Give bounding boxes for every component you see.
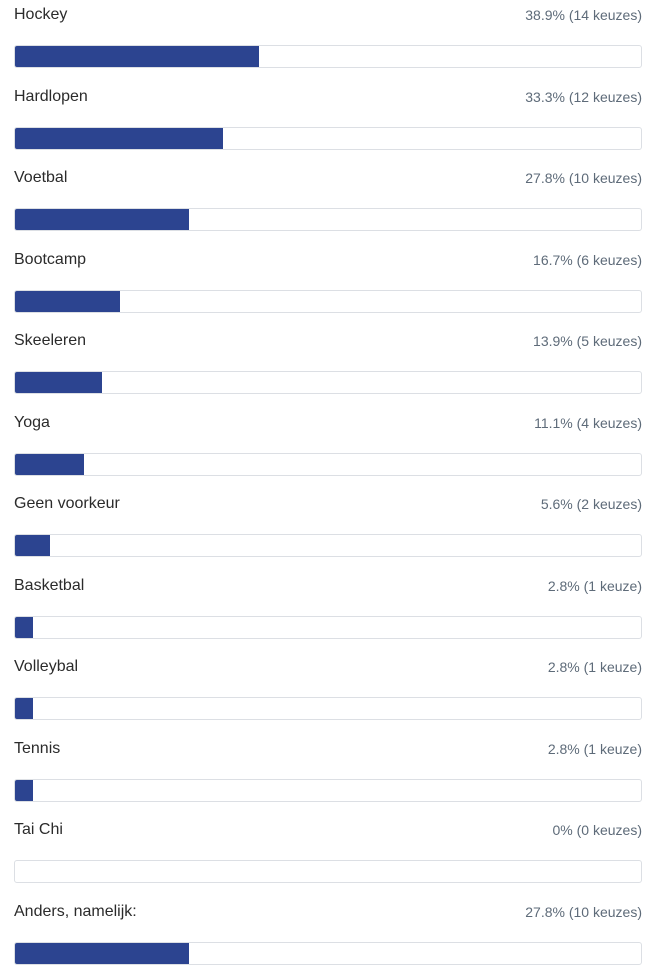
row-header: Skeeleren 13.9% (5 keuzes)	[14, 332, 642, 354]
option-label: Tennis	[14, 740, 60, 758]
option-stat: 13.9% (5 keuzes)	[533, 333, 642, 349]
row-header: Basketbal 2.8% (1 keuze)	[14, 577, 642, 599]
option-stat: 33.3% (12 keuzes)	[525, 89, 642, 105]
poll-option-row: Hardlopen 33.3% (12 keuzes)	[14, 82, 642, 164]
bar-fill	[15, 617, 33, 638]
option-stat: 11.1% (4 keuzes)	[534, 415, 642, 431]
bar-track	[14, 453, 642, 476]
option-label: Geen voorkeur	[14, 495, 120, 513]
poll-option-row: Hockey 38.9% (14 keuzes)	[14, 0, 642, 82]
poll-option-row: Tennis 2.8% (1 keuze)	[14, 734, 642, 816]
bar-fill	[15, 535, 50, 556]
option-stat: 27.8% (10 keuzes)	[525, 170, 642, 186]
bar-fill	[15, 698, 33, 719]
option-stat: 5.6% (2 keuzes)	[541, 496, 642, 512]
row-header: Volleybal 2.8% (1 keuze)	[14, 658, 642, 680]
option-label: Volleybal	[14, 658, 78, 676]
poll-option-row: Basketbal 2.8% (1 keuze)	[14, 571, 642, 653]
bar-track	[14, 779, 642, 802]
option-stat: 2.8% (1 keuze)	[548, 659, 642, 675]
bar-fill	[15, 780, 33, 801]
bar-fill	[15, 209, 189, 230]
bar-track	[14, 127, 642, 150]
bar-track	[14, 616, 642, 639]
row-header: Hardlopen 33.3% (12 keuzes)	[14, 88, 642, 110]
option-stat: 0% (0 keuzes)	[553, 822, 642, 838]
bar-track	[14, 45, 642, 68]
option-label: Tai Chi	[14, 821, 63, 839]
poll-option-row: Bootcamp 16.7% (6 keuzes)	[14, 245, 642, 327]
bar-track	[14, 860, 642, 883]
row-header: Anders, namelijk: 27.8% (10 keuzes)	[14, 903, 642, 925]
poll-option-row: Geen voorkeur 5.6% (2 keuzes)	[14, 489, 642, 571]
option-stat: 16.7% (6 keuzes)	[533, 252, 642, 268]
row-header: Yoga 11.1% (4 keuzes)	[14, 414, 642, 436]
bar-track	[14, 534, 642, 557]
option-stat: 38.9% (14 keuzes)	[525, 7, 642, 23]
option-label: Anders, namelijk:	[14, 903, 137, 921]
poll-option-row: Volleybal 2.8% (1 keuze)	[14, 652, 642, 734]
poll-option-row: Yoga 11.1% (4 keuzes)	[14, 408, 642, 490]
row-header: Voetbal 27.8% (10 keuzes)	[14, 169, 642, 191]
bar-track	[14, 208, 642, 231]
poll-option-row: Voetbal 27.8% (10 keuzes)	[14, 163, 642, 245]
row-header: Tennis 2.8% (1 keuze)	[14, 740, 642, 762]
option-label: Yoga	[14, 414, 50, 432]
bar-track	[14, 371, 642, 394]
option-label: Hockey	[14, 6, 67, 24]
option-stat: 2.8% (1 keuze)	[548, 741, 642, 757]
option-label: Skeeleren	[14, 332, 86, 350]
option-label: Basketbal	[14, 577, 84, 595]
bar-fill	[15, 128, 223, 149]
poll-option-row: Skeeleren 13.9% (5 keuzes)	[14, 326, 642, 408]
row-header: Hockey 38.9% (14 keuzes)	[14, 6, 642, 28]
bar-fill	[15, 291, 120, 312]
bar-track	[14, 697, 642, 720]
bar-track	[14, 290, 642, 313]
bar-track	[14, 942, 642, 965]
option-stat: 27.8% (10 keuzes)	[525, 904, 642, 920]
bar-fill	[15, 46, 259, 67]
row-header: Tai Chi 0% (0 keuzes)	[14, 821, 642, 843]
row-header: Geen voorkeur 5.6% (2 keuzes)	[14, 495, 642, 517]
poll-option-row: Anders, namelijk: 27.8% (10 keuzes)	[14, 897, 642, 978]
bar-fill	[15, 943, 189, 964]
option-label: Voetbal	[14, 169, 67, 187]
bar-fill	[15, 454, 84, 475]
option-label: Bootcamp	[14, 251, 86, 269]
bar-fill	[15, 372, 102, 393]
row-header: Bootcamp 16.7% (6 keuzes)	[14, 251, 642, 273]
option-label: Hardlopen	[14, 88, 88, 106]
option-stat: 2.8% (1 keuze)	[548, 578, 642, 594]
poll-option-row: Tai Chi 0% (0 keuzes)	[14, 815, 642, 897]
